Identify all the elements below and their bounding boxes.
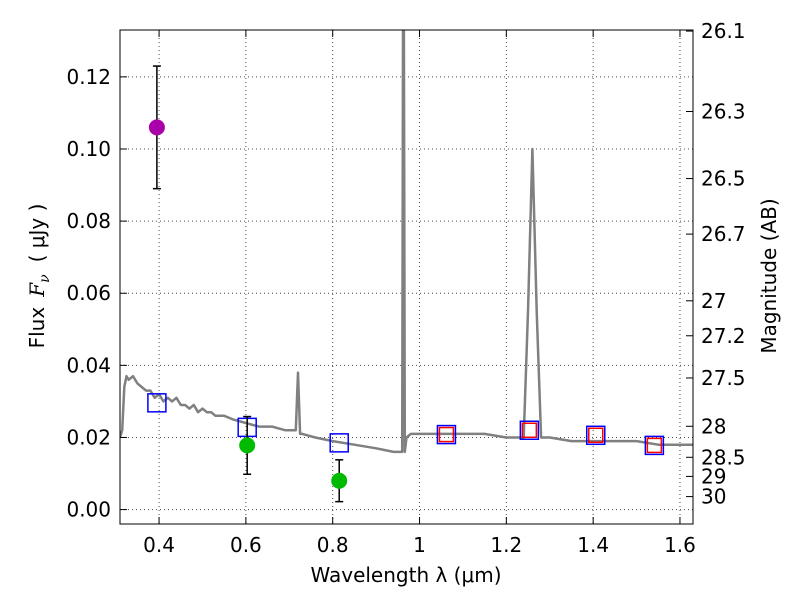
spectrum-line — [120, 30, 693, 454]
plot-series — [120, 30, 693, 503]
y2-tick-label: 29 — [701, 464, 726, 488]
y2-axis-label: Magnitude (AB) — [757, 198, 781, 353]
y-tick-label: 0.00 — [66, 498, 111, 522]
x-tick-label: 1.2 — [490, 533, 522, 557]
x-tick-label: 0.4 — [143, 533, 175, 557]
observed-square-marker — [646, 437, 663, 454]
tick-labels: 0.4 0.6 0.8 1 1.2 1.4 1.6 0.00 0.02 0.04 0.06 0.08 0… — [66, 19, 745, 557]
y-tick-label: 0.02 — [66, 425, 111, 449]
y2-tick-label: 26.3 — [701, 99, 746, 123]
y-tick-label: 0.12 — [66, 65, 111, 89]
y2-tick-label: 27.2 — [701, 324, 746, 348]
data-point — [239, 437, 256, 454]
axes — [119, 29, 694, 525]
y2-tick-label: 26.5 — [701, 167, 746, 191]
x-tick-label: 1.6 — [664, 533, 696, 557]
y-tick-label: 0.06 — [66, 281, 111, 305]
y2-tick-label: 28 — [701, 414, 726, 438]
y-tick-label: 0.10 — [66, 137, 111, 161]
y-axis-label-unit: ( μJy ) — [25, 204, 49, 263]
model-square-marker — [586, 425, 606, 446]
y-axis-label-symbol: F — [25, 282, 49, 298]
data-point — [331, 472, 348, 489]
observed-square-marker — [521, 422, 538, 438]
observed-square-marker — [588, 427, 604, 444]
grid-lines — [120, 30, 693, 524]
model-square-marker — [519, 420, 540, 440]
y2-tick-label: 27 — [701, 289, 726, 313]
y-axis-label: Flux Fν ( μJy ) — [25, 204, 53, 349]
x-axis-label: Wavelength λ (μm) — [310, 563, 501, 587]
y-tick-label: 0.08 — [66, 209, 111, 233]
y2-tick-label: 26.1 — [701, 19, 746, 43]
y2-tick-label: 26.7 — [701, 222, 746, 246]
x-tick-label: 1 — [413, 533, 426, 557]
model-square-marker — [436, 424, 457, 445]
x-tick-label: 0.6 — [230, 533, 262, 557]
y2-tick-label: 28.5 — [701, 445, 746, 469]
y-axis-label-prefix: Flux — [25, 307, 49, 349]
x-tick-label: 0.8 — [317, 533, 349, 557]
x-tick-label: 1.4 — [577, 533, 609, 557]
plot-frame — [119, 29, 694, 525]
model-square-marker — [147, 393, 167, 413]
y2-tick-label: 27.5 — [701, 366, 746, 390]
observed-square-marker — [438, 426, 455, 443]
y2-tick-label: 30 — [701, 485, 726, 509]
y-tick-label: 0.04 — [66, 353, 111, 377]
model-square-marker — [644, 435, 665, 456]
data-point — [148, 119, 165, 136]
y-axis-label-subscript: ν — [37, 274, 53, 283]
model-square-marker — [329, 433, 349, 453]
